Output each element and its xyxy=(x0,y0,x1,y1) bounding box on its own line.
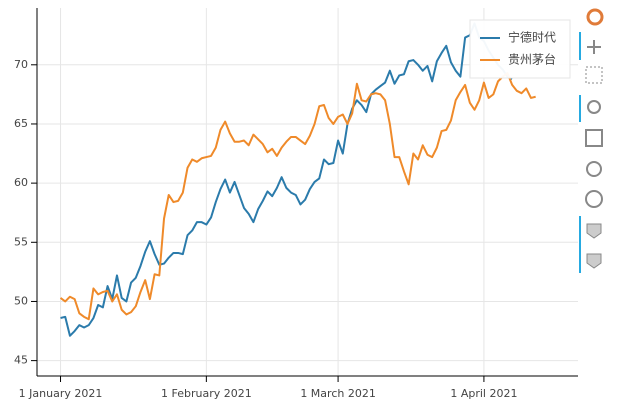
legend-label: 贵州茅台 xyxy=(508,52,556,67)
bokeh-logo xyxy=(586,8,604,26)
hover-tool[interactable] xyxy=(586,223,602,239)
help-tool[interactable] xyxy=(585,190,603,208)
x-tick-label: 1 March 2021 xyxy=(300,387,376,400)
save-tool[interactable] xyxy=(585,129,603,147)
y-tick-label: 55 xyxy=(14,235,28,248)
toolbar xyxy=(579,8,604,273)
wheel-zoom-tool[interactable] xyxy=(587,100,601,114)
reset-tool[interactable] xyxy=(586,161,602,177)
y-tick-label: 45 xyxy=(14,354,28,367)
series-line xyxy=(59,72,536,321)
pan-tool[interactable] xyxy=(587,40,601,54)
hover-tool[interactable] xyxy=(586,253,602,269)
legend-box xyxy=(469,19,571,79)
series-line xyxy=(60,22,513,337)
y-tick-label: 65 xyxy=(14,117,28,130)
x-tick-label: 1 January 2021 xyxy=(19,387,103,400)
y-tick-label: 50 xyxy=(14,294,28,307)
x-tick-label: 1 April 2021 xyxy=(450,387,517,400)
y-tick-label: 60 xyxy=(14,176,28,189)
box-zoom-tool[interactable] xyxy=(585,66,603,84)
grid xyxy=(37,8,578,376)
x-tick-label: 1 February 2021 xyxy=(161,387,252,400)
y-tick-label: 70 xyxy=(14,58,28,71)
legend-label: 宁德时代 xyxy=(508,30,556,45)
